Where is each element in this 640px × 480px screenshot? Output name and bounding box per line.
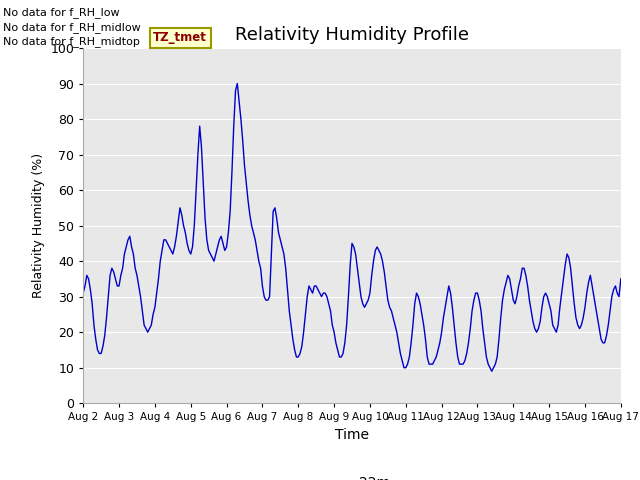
X-axis label: Time: Time	[335, 428, 369, 442]
Text: No data for f_RH_midlow: No data for f_RH_midlow	[3, 22, 141, 33]
Text: No data for f_RH_low: No data for f_RH_low	[3, 7, 120, 18]
Text: TZ_tmet: TZ_tmet	[153, 32, 207, 45]
Y-axis label: Relativity Humidity (%): Relativity Humidity (%)	[32, 153, 45, 298]
Legend: 22m: 22m	[308, 470, 396, 480]
Title: Relativity Humidity Profile: Relativity Humidity Profile	[235, 25, 469, 44]
Text: No data for f_RH_midtop: No data for f_RH_midtop	[3, 36, 140, 47]
